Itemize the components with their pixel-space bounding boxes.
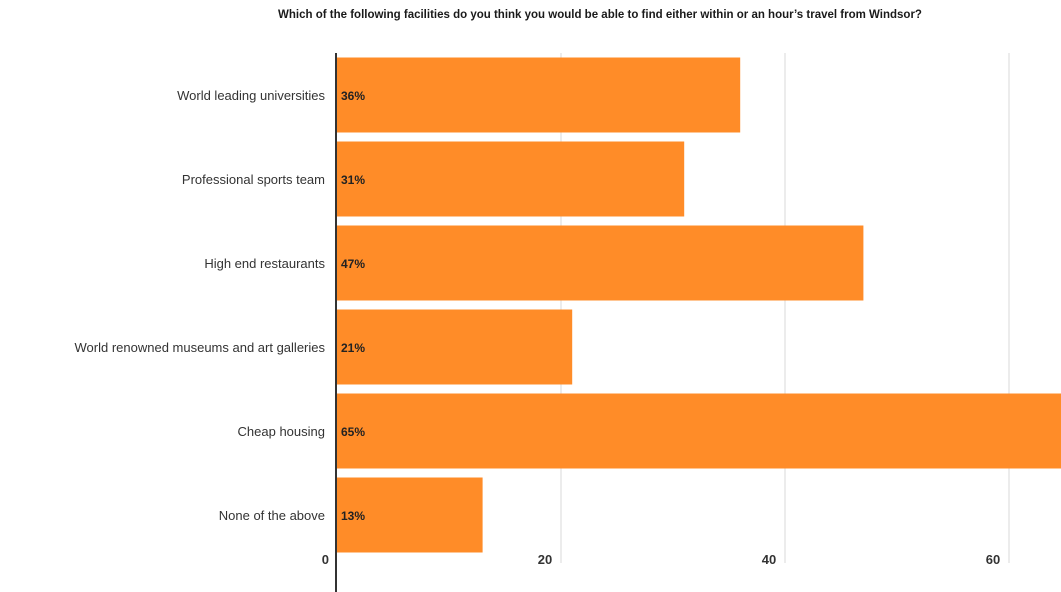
- category-label-high-end-restaurants: High end restaurants: [204, 256, 325, 271]
- bar-none-of-the-above: [337, 477, 483, 553]
- category-labels: World leading universities Professional s…: [75, 88, 326, 523]
- x-tick-label-40: 40: [762, 552, 776, 567]
- chart-title: Which of the following facilities do you…: [278, 9, 922, 21]
- category-label-world-leading-universities: World leading universities: [177, 88, 325, 103]
- bars: [337, 57, 1061, 553]
- data-label-professional-sports-team: 31%: [341, 173, 365, 187]
- x-tick-label-60: 60: [986, 552, 1000, 567]
- x-tick-label-20: 20: [538, 552, 552, 567]
- x-tick-label-0: 0: [322, 552, 329, 567]
- category-label-cheap-housing: Cheap housing: [238, 424, 325, 439]
- bar-cheap-housing: [337, 393, 1061, 469]
- bar-high-end-restaurants: [337, 225, 864, 301]
- data-label-cheap-housing: 65%: [341, 425, 365, 439]
- data-label-high-end-restaurants: 47%: [341, 257, 365, 271]
- data-label-world-renowned-museums-and-art-galleries: 21%: [341, 341, 365, 355]
- grid-lines: [560, 53, 1010, 563]
- category-label-none-of-the-above: None of the above: [219, 508, 325, 523]
- category-label-professional-sports-team: Professional sports team: [182, 172, 325, 187]
- data-labels: 36% 31% 47% 21% 65% 13%: [341, 89, 365, 523]
- data-label-world-leading-universities: 36%: [341, 89, 365, 103]
- bar-world-leading-universities: [337, 57, 741, 133]
- bar-professional-sports-team: [337, 141, 685, 217]
- data-label-none-of-the-above: 13%: [341, 509, 365, 523]
- x-tick-labels: 0 20 40 60: [322, 552, 1000, 567]
- category-label-world-renowned-museums-and-art-galleries: World renowned museums and art galleries: [75, 340, 326, 355]
- bar-world-renowned-museums-and-art-galleries: [337, 309, 573, 385]
